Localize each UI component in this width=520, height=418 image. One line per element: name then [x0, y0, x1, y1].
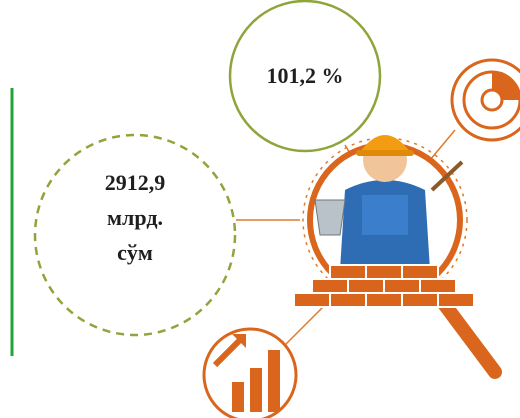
indicator-value: 101,2 % — [267, 63, 344, 88]
indicator-value: 2912,9 — [105, 170, 166, 195]
indicator-circle — [35, 135, 235, 335]
connector — [430, 130, 455, 160]
pie-icon — [452, 60, 520, 140]
infographic: 101,2 % 2912,9 млрд. сўм — [0, 0, 520, 418]
indicator-unit: млрд. — [107, 205, 163, 230]
growth-icon — [204, 329, 296, 418]
indicator-unit: сўм — [117, 240, 153, 265]
page: 101,2 % 2912,9 млрд. сўм (() => { const … — [0, 0, 520, 418]
